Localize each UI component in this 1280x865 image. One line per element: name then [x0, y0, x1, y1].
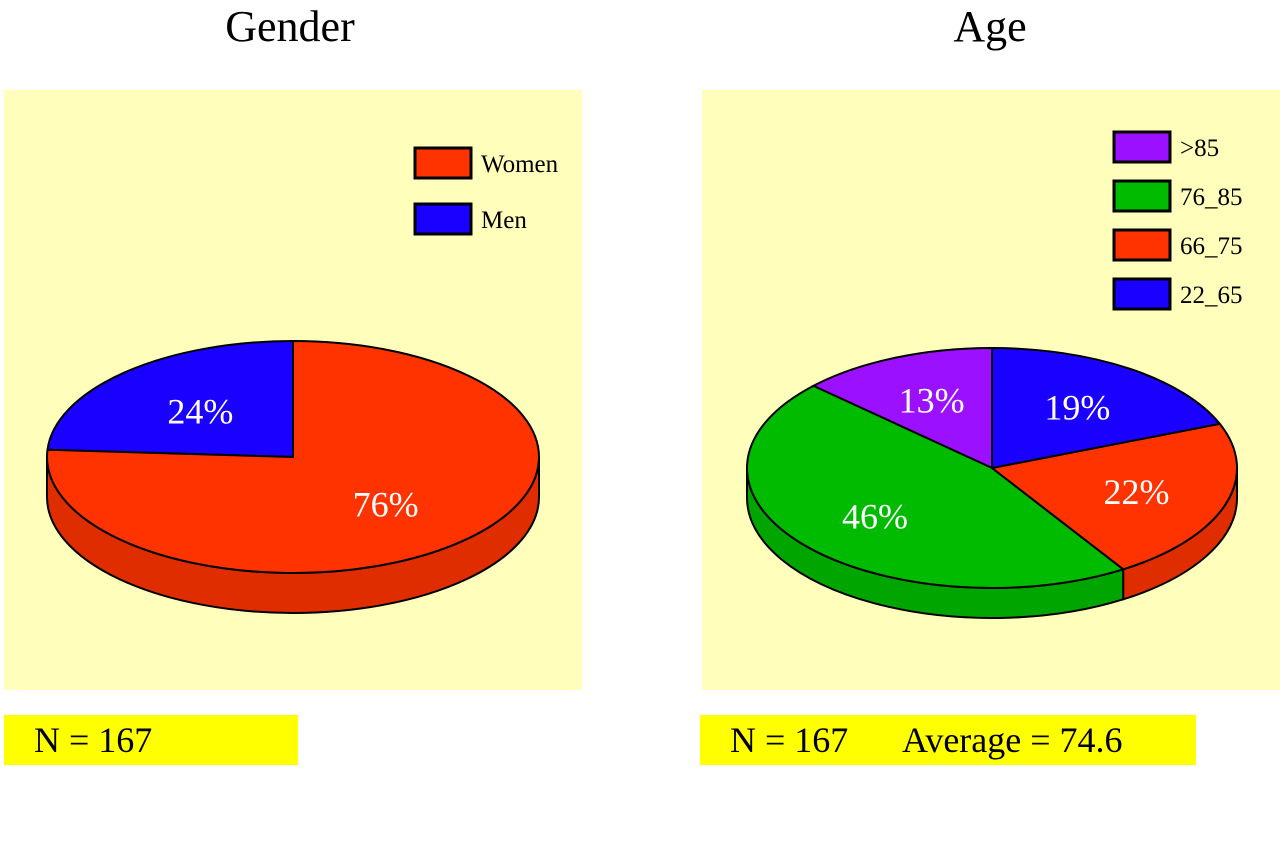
legend-label: 76_85: [1180, 184, 1243, 211]
pie-slice-Men: [46, 339, 294, 459]
legend-label: 66_75: [1180, 233, 1243, 260]
legend-label: 22_65: [1180, 282, 1243, 309]
pie-slice-Women: [46, 339, 540, 574]
age-chart-title: Age: [953, 2, 1027, 51]
legend-label: Women: [481, 151, 559, 178]
legend-swatch: [1112, 130, 1172, 164]
legend-swatch: [413, 202, 473, 236]
gender-chart-title: Gender: [225, 2, 355, 51]
pie-slice-6675: [989, 422, 1238, 571]
age-footer: N = 167 Average = 74.6: [700, 715, 1196, 765]
age-n-count: N = 167: [730, 720, 849, 760]
pie-slice-85: [811, 346, 993, 470]
pie-value-label: 13%: [899, 381, 965, 421]
pie-value-label: 46%: [842, 496, 908, 536]
gender-chart-panel: 24% 76% Women Men: [4, 90, 582, 690]
gender-pie-chart: 24% 76% Women Men: [46, 146, 559, 614]
legend-swatch: [1112, 277, 1172, 311]
pie-value-label: 24%: [167, 391, 233, 431]
pie-value-label: 19%: [1044, 387, 1110, 427]
gender-n-count: N = 167: [34, 720, 153, 760]
gender-footer: N = 167: [4, 715, 298, 765]
age-pie-chart: 13% 46% 22% 19% >85 76_85 66_75 22_65: [746, 130, 1243, 619]
pie-slice-7685: [746, 384, 1126, 589]
pie-value-label: 76%: [353, 485, 419, 525]
pie-value-label: 22%: [1103, 472, 1169, 512]
pie-slice-2265: [991, 346, 1222, 470]
age-average: Average = 74.6: [902, 720, 1123, 760]
legend-label: Men: [481, 207, 527, 234]
legend-swatch: [1112, 179, 1172, 213]
legend-swatch: [413, 146, 473, 180]
legend-label: >85: [1180, 135, 1219, 162]
legend-swatch: [1112, 228, 1172, 262]
age-chart-panel: 13% 46% 22% 19% >85 76_85 66_75 22_65: [702, 90, 1280, 690]
